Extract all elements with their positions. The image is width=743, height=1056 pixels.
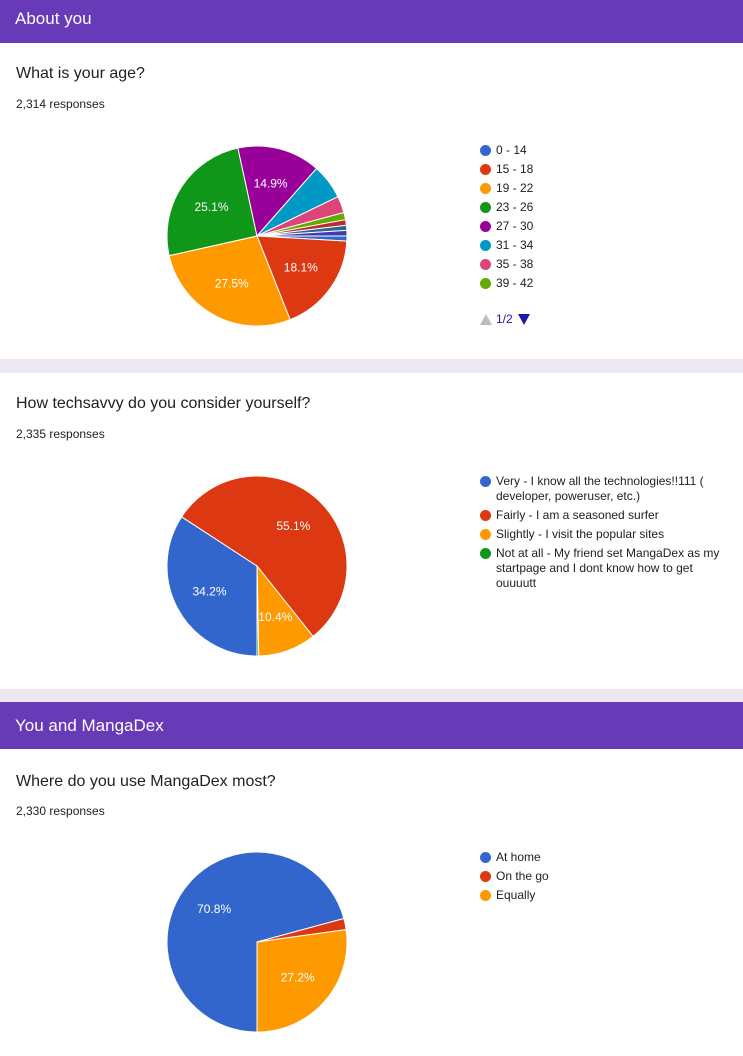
question-title: How techsavvy do you consider yourself? bbox=[16, 395, 311, 412]
pie-chart-use: 70.8% 27.2% bbox=[166, 851, 348, 1033]
legend-label: 35 - 38 bbox=[496, 257, 534, 271]
legend-item: Slightly - I visit the popular sites bbox=[480, 527, 725, 542]
pager-text: 1/2 bbox=[496, 312, 513, 326]
slice-label: 27.5% bbox=[215, 277, 249, 291]
legend-swatch bbox=[480, 510, 491, 521]
legend-swatch bbox=[480, 278, 491, 289]
legend-label: Not at all - My friend set MangaDex as m… bbox=[496, 546, 720, 590]
legend-item: Very - I know all the technologies!!111 … bbox=[480, 474, 725, 504]
section-title: About you bbox=[15, 9, 92, 28]
legend-label: 23 - 26 bbox=[496, 200, 534, 214]
slice-label: 10.4% bbox=[258, 610, 292, 624]
legend-label: 27 - 30 bbox=[496, 219, 534, 233]
pie-slice bbox=[256, 235, 348, 321]
pie-chart-tech: 34.2% 55.1% 10.4% bbox=[166, 475, 348, 657]
response-count: 2,330 responses bbox=[16, 804, 105, 818]
response-count: 2,314 responses bbox=[16, 97, 105, 111]
pie-slice bbox=[180, 475, 348, 638]
legend-label: Very - I know all the technologies!!111 … bbox=[496, 474, 704, 503]
pie-slice bbox=[166, 147, 258, 257]
legend-swatch bbox=[480, 259, 491, 270]
question-card-age: What is your age? 2,314 responses 18.1% 2… bbox=[0, 43, 743, 359]
section-header-mangadex: You and MangaDex bbox=[0, 702, 743, 749]
legend-pager: 1/2 bbox=[480, 312, 530, 326]
legend-item: 23 - 26 bbox=[480, 200, 725, 215]
legend-item: Not at all - My friend set MangaDex as m… bbox=[480, 546, 725, 591]
legend-item: 27 - 30 bbox=[480, 219, 725, 234]
legend-label: 0 - 14 bbox=[496, 143, 527, 157]
legend-item: Fairly - I am a seasoned surfer bbox=[480, 508, 725, 523]
question-title: Where do you use MangaDex most? bbox=[16, 773, 276, 790]
legend-tech: Very - I know all the technologies!!111 … bbox=[480, 474, 725, 595]
response-count: 2,335 responses bbox=[16, 427, 105, 441]
legend-swatch bbox=[480, 476, 491, 487]
slice-label: 18.1% bbox=[284, 261, 318, 275]
legend-label: Fairly - I am a seasoned surfer bbox=[496, 508, 659, 522]
question-card-tech: How techsavvy do you consider yourself? … bbox=[0, 373, 743, 689]
section-header-about: About you bbox=[0, 0, 743, 43]
legend-item: 35 - 38 bbox=[480, 257, 725, 272]
legend-swatch bbox=[480, 240, 491, 251]
legend-item: 0 - 14 bbox=[480, 143, 725, 158]
legend-swatch bbox=[480, 164, 491, 175]
legend-use: At home On the go Equally bbox=[480, 850, 725, 907]
legend-swatch bbox=[480, 183, 491, 194]
question-title: What is your age? bbox=[16, 65, 145, 82]
legend-item: 15 - 18 bbox=[480, 162, 725, 177]
slice-label: 70.8% bbox=[197, 902, 231, 916]
legend-label: 15 - 18 bbox=[496, 162, 534, 176]
legend-label: 39 - 42 bbox=[496, 276, 534, 290]
legend-label: At home bbox=[496, 850, 541, 864]
pie-slice bbox=[166, 851, 345, 1033]
legend-label: 31 - 34 bbox=[496, 238, 534, 252]
pie-slice bbox=[256, 929, 348, 1033]
legend-item: On the go bbox=[480, 869, 725, 884]
slice-label: 34.2% bbox=[193, 585, 227, 599]
pie-slice bbox=[237, 145, 318, 238]
legend-swatch bbox=[480, 221, 491, 232]
legend-swatch bbox=[480, 529, 491, 540]
pie-slice bbox=[256, 229, 348, 237]
pie-chart-age: 18.1% 27.5% 25.1% 14.9% bbox=[166, 145, 348, 327]
legend-item: 19 - 22 bbox=[480, 181, 725, 196]
legend-swatch bbox=[480, 548, 491, 559]
legend-swatch bbox=[480, 852, 491, 863]
legend-item: 39 - 42 bbox=[480, 276, 725, 291]
slice-label: 27.2% bbox=[281, 970, 315, 984]
pie-slice bbox=[256, 565, 260, 657]
slice-label: 25.1% bbox=[194, 200, 228, 214]
legend-item: Equally bbox=[480, 888, 725, 903]
slice-label: 55.1% bbox=[276, 519, 310, 533]
section-title: You and MangaDex bbox=[15, 716, 164, 735]
slice-label: 14.9% bbox=[254, 177, 288, 191]
legend-label: On the go bbox=[496, 869, 549, 883]
pie-slice bbox=[168, 235, 291, 327]
legend-label: 19 - 22 bbox=[496, 181, 534, 195]
legend-label: Slightly - I visit the popular sites bbox=[496, 527, 665, 541]
pager-up-icon[interactable] bbox=[480, 313, 492, 325]
legend-swatch bbox=[480, 145, 491, 156]
legend-label: Equally bbox=[496, 888, 536, 902]
question-card-use: Where do you use MangaDex most? 2,330 re… bbox=[0, 749, 743, 1056]
legend-swatch bbox=[480, 202, 491, 213]
legend-swatch bbox=[480, 890, 491, 901]
legend-age: 0 - 14 15 - 18 19 - 22 23 - 26 27 - 30 31 - 3… bbox=[480, 143, 725, 295]
legend-item: 31 - 34 bbox=[480, 238, 725, 253]
pager-down-icon[interactable] bbox=[517, 313, 530, 325]
legend-item: At home bbox=[480, 850, 725, 865]
legend-swatch bbox=[480, 871, 491, 882]
